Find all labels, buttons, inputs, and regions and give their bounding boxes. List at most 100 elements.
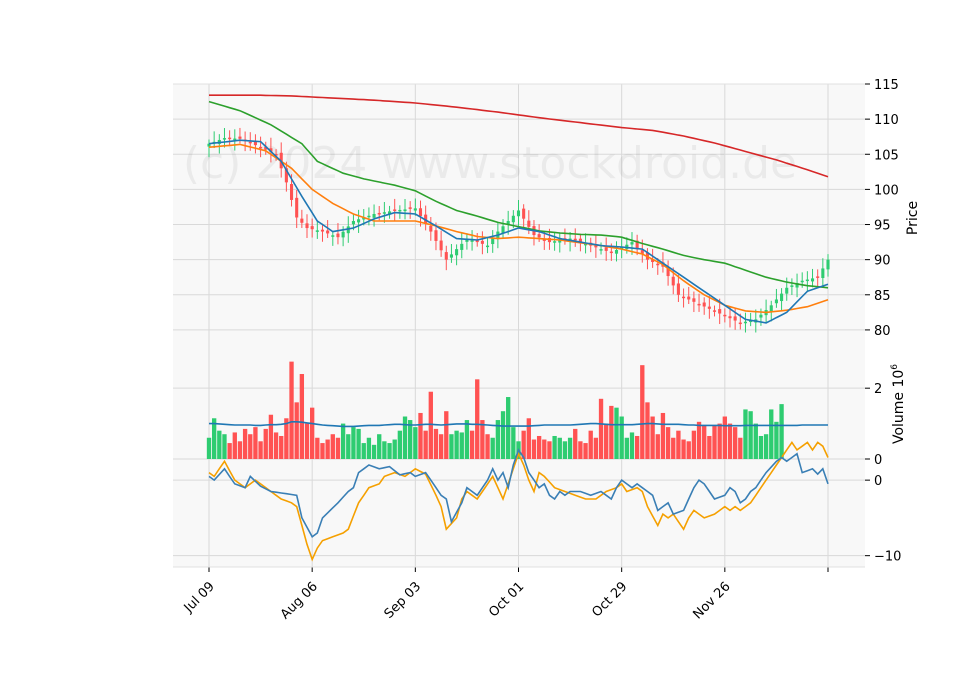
volume-bar (557, 437, 562, 459)
candle-body (387, 211, 392, 215)
volume-bar (567, 437, 573, 459)
candle-body (372, 213, 376, 218)
candle-body (248, 141, 252, 144)
candle-body (393, 209, 397, 211)
candle-body (475, 239, 479, 243)
volume-bar (547, 441, 552, 459)
volume-bar (294, 402, 299, 459)
volume-bar (351, 427, 356, 459)
volume-bar (774, 421, 779, 459)
volume-bar (310, 407, 315, 459)
volume-bar (763, 434, 769, 459)
candle-body (790, 285, 794, 287)
volume-bar (449, 434, 454, 459)
candle-body (449, 254, 453, 258)
candle-body (228, 137, 232, 140)
volume-bar (743, 409, 748, 459)
volume-axis-label-text: Volume 10 (891, 370, 907, 444)
volume-bar (552, 435, 557, 459)
volume-bar (526, 418, 531, 459)
candle-body (351, 221, 355, 225)
volume-bar (490, 437, 495, 459)
volume-bar (217, 430, 222, 459)
volume-bar (433, 428, 439, 459)
volume-bar (485, 434, 490, 459)
volume-bar (242, 428, 248, 459)
candle-body (733, 316, 737, 321)
candle-body (434, 230, 438, 241)
volume-bar (371, 444, 377, 459)
candle-body (795, 283, 799, 288)
volume-bar (304, 423, 310, 459)
x-tick-label: Oct 29 (589, 579, 630, 620)
price-axis-label: Price (905, 201, 921, 235)
volume-bar (335, 437, 341, 459)
candle-body (207, 143, 211, 147)
candle-body (656, 263, 660, 266)
volume-bar (227, 443, 232, 459)
candle-body (651, 259, 655, 262)
candle-body (666, 267, 670, 277)
candle-body (718, 309, 722, 314)
volume-bar (722, 416, 727, 459)
volume-bar (696, 421, 702, 459)
oscillator-orange-line (208, 440, 829, 562)
x-tick-label: Sep 03 (382, 579, 425, 622)
volume-bar (222, 434, 227, 459)
candle-body (346, 226, 350, 234)
candle-body (738, 322, 742, 325)
candle-body (511, 215, 515, 223)
price-tick-label: 90 (874, 254, 891, 269)
x-tick-label: Oct 01 (486, 579, 527, 620)
volume-bar (660, 412, 666, 459)
candle-body (408, 207, 412, 209)
volume-bar (263, 428, 268, 459)
volume-bar (268, 414, 274, 459)
price-tick-label: 110 (874, 113, 899, 128)
candle-body (723, 314, 727, 317)
candle-body (805, 279, 809, 282)
candle-body (269, 148, 273, 152)
candle-body (315, 230, 319, 232)
volume-bar (397, 430, 403, 459)
candle-body (609, 251, 613, 254)
volume-bar (495, 420, 501, 459)
volume-bar (469, 430, 475, 459)
candle-body (599, 249, 603, 251)
volume-bar (614, 407, 619, 459)
candle-body (671, 276, 675, 286)
candle-body (284, 168, 288, 183)
volume-bar (691, 430, 697, 459)
candle-body (233, 138, 237, 141)
volume-bar (645, 402, 650, 459)
volume-axis-label: Volume 106 (890, 364, 907, 444)
candle-body (614, 249, 619, 254)
volume-bar (634, 435, 640, 459)
candle-body (558, 240, 562, 243)
candle-body (362, 217, 366, 220)
candle-body (743, 321, 748, 324)
candle-body (310, 226, 314, 230)
volume-bar (408, 420, 413, 459)
candle-body (480, 240, 484, 244)
volume-bar (413, 427, 418, 459)
volume-bar (748, 411, 753, 459)
candle-body (800, 280, 804, 283)
volume-bar (232, 432, 237, 459)
volume-bar (681, 439, 686, 459)
candle-body (682, 296, 686, 299)
volume-bar (655, 434, 660, 459)
candle-body (826, 259, 830, 270)
volume-bar (237, 441, 243, 459)
volume-bar (392, 439, 397, 459)
candle-body (759, 314, 763, 318)
volume-bar (732, 427, 738, 459)
candle-body (357, 219, 361, 223)
volume-bar (727, 423, 733, 459)
volume-bar (562, 441, 568, 459)
volume-bar (475, 379, 480, 459)
candle-body (506, 221, 510, 225)
volume-bar (464, 420, 470, 459)
candle-body (439, 240, 443, 251)
candle-body (403, 209, 407, 212)
